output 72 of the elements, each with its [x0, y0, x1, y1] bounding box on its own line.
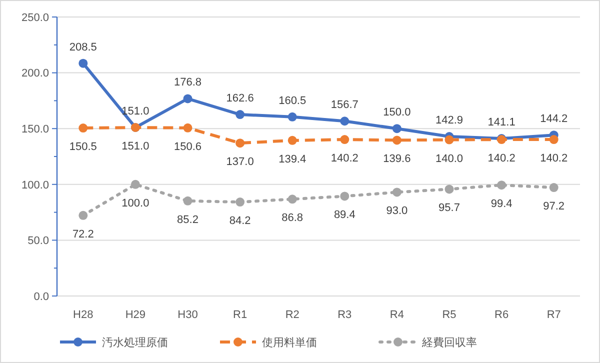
- point: [288, 136, 297, 145]
- data-label: 160.5: [278, 94, 306, 107]
- y-tick-label: 150.0: [21, 123, 49, 136]
- data-label: 162.6: [226, 92, 254, 105]
- data-label: 137.0: [226, 156, 254, 168]
- data-label: 89.4: [334, 209, 356, 222]
- data-label: 140.0: [435, 152, 464, 165]
- x-tick-label: R5: [442, 309, 456, 321]
- data-label: 85.2: [177, 214, 198, 226]
- x-tick-label: R6: [494, 309, 509, 321]
- legend-label: 使用料単価: [262, 336, 317, 349]
- data-label: 140.2: [488, 152, 516, 165]
- data-label: 97.2: [543, 200, 565, 213]
- point: [78, 124, 88, 133]
- point: [130, 180, 140, 189]
- point: [340, 135, 350, 144]
- data-label: 150.6: [174, 140, 202, 153]
- data-label: 100.0: [122, 197, 150, 210]
- data-label: 150.5: [69, 141, 97, 154]
- point: [549, 183, 558, 192]
- data-label: 150.0: [383, 106, 411, 119]
- y-tick-label: 50.0: [28, 235, 49, 248]
- data-label: 72.2: [72, 228, 94, 240]
- point: [288, 194, 297, 204]
- data-label: 156.7: [330, 99, 358, 112]
- point: [183, 123, 192, 132]
- point: [78, 58, 88, 68]
- point: [392, 188, 402, 197]
- data-label: 93.0: [386, 205, 408, 218]
- data-label: 176.8: [174, 76, 202, 89]
- x-tick-label: R2: [285, 309, 300, 321]
- data-label: 84.2: [229, 215, 251, 228]
- data-label: 144.2: [540, 113, 568, 126]
- x-tick-label: R4: [390, 309, 404, 321]
- x-tick-label: H29: [125, 309, 146, 321]
- y-tick-label: 0.0: [34, 290, 49, 303]
- data-label: 95.7: [438, 202, 460, 214]
- point: [78, 210, 88, 220]
- point: [183, 94, 192, 104]
- data-label: 142.9: [435, 114, 464, 127]
- point: [497, 180, 506, 190]
- data-label: 208.5: [69, 41, 97, 54]
- y-tick-label: 200.0: [21, 68, 49, 80]
- data-label: 99.4: [490, 198, 512, 210]
- point: [340, 192, 350, 201]
- legend-label: 経費回収率: [421, 336, 477, 349]
- x-tick-label: R1: [233, 309, 248, 321]
- point: [236, 110, 245, 120]
- data-label: 141.1: [488, 116, 516, 129]
- x-tick-label: H28: [73, 309, 94, 321]
- data-label: 140.2: [330, 152, 358, 165]
- point: [340, 116, 350, 126]
- data-label: 140.2: [540, 152, 568, 165]
- point: [288, 112, 297, 122]
- point: [549, 135, 558, 144]
- data-label: 86.8: [282, 212, 304, 224]
- point: [236, 138, 245, 148]
- point: [444, 184, 454, 194]
- x-tick-label: R3: [338, 309, 352, 321]
- y-tick-label: 250.0: [21, 12, 49, 24]
- data-label: 139.4: [278, 153, 306, 166]
- point: [236, 198, 245, 207]
- data-label: 139.6: [383, 153, 411, 166]
- x-tick-label: H30: [178, 309, 198, 321]
- point: [392, 136, 402, 145]
- x-tick-label: R7: [546, 309, 561, 321]
- point: [183, 196, 192, 206]
- legend-label: 汚水処理原価: [102, 336, 168, 349]
- point: [392, 124, 402, 134]
- point: [444, 135, 454, 144]
- data-label: 151.0: [122, 140, 150, 152]
- y-tick-label: 100.0: [21, 179, 49, 192]
